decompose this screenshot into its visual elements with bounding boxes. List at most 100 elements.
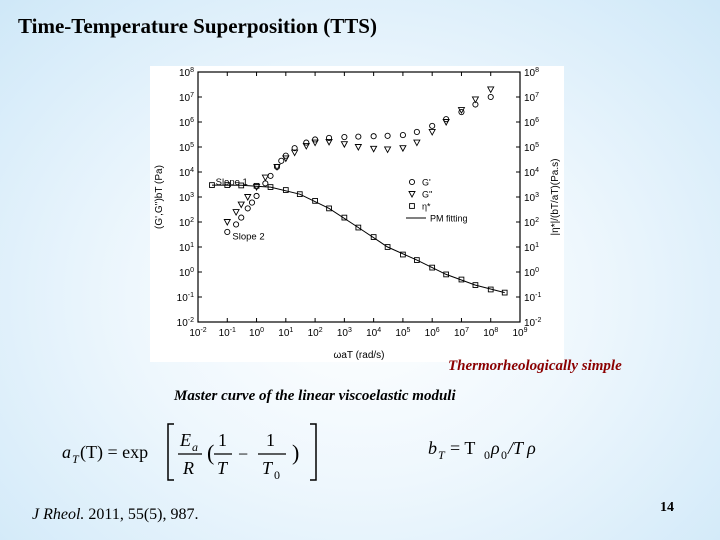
data-point: [244, 205, 251, 212]
data-point: [237, 201, 245, 209]
y-tick-label-left: 105: [179, 142, 194, 154]
data-point: [252, 184, 261, 191]
y-tick-label-right: 103: [524, 192, 539, 204]
data-point: [233, 221, 240, 228]
x-tick-label: 108: [483, 327, 498, 339]
eq-T0-sub: 0: [274, 468, 280, 482]
x-tick-label: 106: [425, 327, 440, 339]
data-point: [224, 228, 231, 235]
data-point: [311, 139, 319, 147]
eq-one-2: 1: [266, 430, 275, 450]
page-number: 14: [660, 500, 674, 515]
legend-entry: G'': [408, 190, 433, 200]
x-tick-label: 103: [337, 327, 352, 339]
y-tick-label-right: 107: [524, 92, 539, 104]
eq-paren-open: (: [207, 440, 214, 465]
data-point: [326, 134, 333, 142]
y-tick-label-left: 10-2: [177, 317, 194, 329]
y-tick-label-right: 105: [524, 142, 539, 154]
data-point: [429, 264, 436, 271]
data-point: [413, 139, 421, 147]
data-point: [291, 145, 298, 152]
eq-a-arg: (T) = exp: [80, 442, 148, 463]
data-point: [458, 109, 465, 116]
x-tick-label: 107: [454, 327, 469, 339]
master-curve-chart: 10-2 10-1 100 101 102 103 104 105 106 107 108 10910…: [154, 67, 561, 361]
legend-swatch: [408, 191, 416, 198]
x-tick-label: 10-1: [219, 327, 236, 339]
data-point: [442, 119, 450, 126]
legend-label: G'': [422, 190, 433, 200]
eq-rho-sub: 0: [501, 448, 507, 462]
data-point: [243, 194, 252, 201]
y-tick-label-right: 101: [524, 242, 539, 254]
data-point: [238, 214, 245, 221]
y-tick-label-left: 108: [179, 67, 194, 79]
legend-entry: η*: [409, 202, 431, 212]
data-point: [414, 257, 420, 263]
data-point: [253, 192, 260, 200]
data-point: [325, 138, 333, 146]
x-tick-label: 109: [512, 327, 527, 339]
x-tick-label: 105: [395, 327, 410, 339]
citation: J Rheol. 2011, 55(5), 987.: [32, 506, 198, 524]
y-tick-label-left: 100: [179, 267, 194, 279]
data-point: [341, 134, 348, 141]
data-point: [443, 271, 449, 278]
fit-line: [211, 184, 505, 294]
eq-paren-close: ): [292, 440, 299, 465]
data-point: [471, 96, 480, 104]
eq-T0: T: [262, 458, 274, 478]
y-axis-label-left: (G',G'')bT (Pa): [154, 165, 165, 229]
legend-swatch: [408, 178, 416, 186]
eq-b-rest: /T ρ: [507, 438, 536, 458]
legend-entry: PM fitting: [406, 214, 468, 224]
data-point: [340, 141, 349, 149]
y-tick-label-right: 102: [524, 217, 539, 229]
caption-master-curve: Master curve of the linear viscoelastic …: [174, 388, 456, 404]
y-tick-label-right: 10-2: [524, 317, 541, 329]
data-point: [354, 144, 363, 151]
data-point: [413, 128, 420, 135]
x-tick-label: 100: [249, 327, 264, 339]
eq-a-sub: T: [72, 452, 80, 466]
data-point: [355, 133, 362, 140]
eq-rho: ρ: [490, 438, 500, 458]
y-tick-label-left: 10-1: [177, 292, 194, 304]
citation-details: 2011, 55(5), 987.: [84, 506, 199, 523]
eq-a: a: [62, 442, 71, 462]
eq-E: E: [179, 430, 191, 450]
data-point: [501, 289, 508, 296]
data-point: [472, 282, 479, 288]
y-tick-label-right: 10-1: [524, 292, 541, 304]
citation-journal: J Rheol.: [32, 506, 85, 523]
data-point: [457, 107, 466, 115]
data-point: [428, 128, 436, 136]
data-point: [223, 219, 232, 226]
eq-E-sub: a: [192, 440, 198, 454]
data-point: [355, 224, 362, 231]
x-tick-label: 104: [366, 327, 381, 339]
data-point: [370, 234, 377, 240]
data-point: [429, 122, 436, 129]
data-point: [248, 199, 256, 206]
eq-b-sub: T: [438, 448, 446, 462]
x-tick-label: 10-2: [189, 327, 206, 339]
data-point: [399, 145, 407, 153]
y-tick-label-right: 106: [524, 117, 539, 129]
caption-thermorheologically-simple: Thermorheologically simple: [448, 358, 622, 374]
data-point: [261, 174, 270, 182]
data-point: [302, 143, 311, 150]
eq-bracket-right: [310, 423, 317, 481]
data-point: [278, 157, 285, 164]
data-point: [282, 155, 290, 163]
data-point: [262, 180, 269, 187]
slope-annotation: Slope 2: [232, 231, 264, 242]
series-2: [223, 86, 495, 226]
data-point: [290, 149, 299, 157]
eq-bracket-left: [167, 423, 174, 481]
data-point: [486, 86, 495, 94]
slope-annotation: Slope 1: [216, 177, 248, 188]
data-point: [341, 214, 348, 221]
data-point: [273, 163, 281, 171]
